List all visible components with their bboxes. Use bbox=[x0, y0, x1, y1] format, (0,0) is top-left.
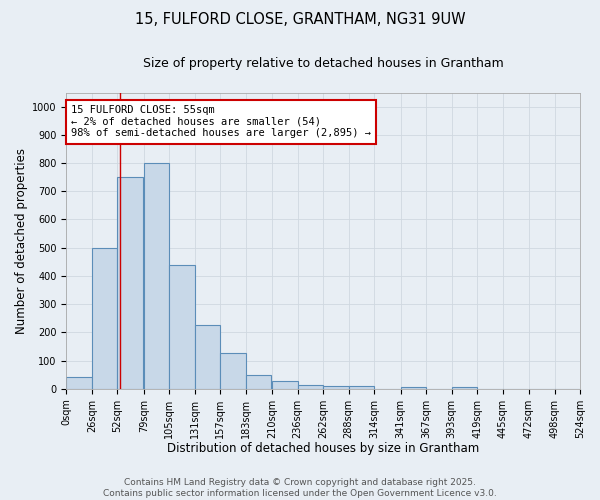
Text: Contains HM Land Registry data © Crown copyright and database right 2025.
Contai: Contains HM Land Registry data © Crown c… bbox=[103, 478, 497, 498]
Bar bbox=[298, 384, 323, 388]
X-axis label: Distribution of detached houses by size in Grantham: Distribution of detached houses by size … bbox=[167, 442, 479, 455]
Bar bbox=[67, 377, 92, 388]
Bar bbox=[323, 386, 349, 388]
Bar bbox=[452, 387, 477, 388]
Bar bbox=[272, 381, 298, 388]
Bar bbox=[92, 248, 118, 388]
Y-axis label: Number of detached properties: Number of detached properties bbox=[15, 148, 28, 334]
Title: Size of property relative to detached houses in Grantham: Size of property relative to detached ho… bbox=[143, 58, 503, 70]
Bar bbox=[401, 387, 426, 388]
Bar bbox=[144, 163, 169, 388]
Text: 15, FULFORD CLOSE, GRANTHAM, NG31 9UW: 15, FULFORD CLOSE, GRANTHAM, NG31 9UW bbox=[134, 12, 466, 28]
Bar bbox=[118, 177, 143, 388]
Bar bbox=[220, 352, 246, 388]
Bar bbox=[195, 326, 220, 388]
Bar bbox=[246, 374, 271, 388]
Bar bbox=[349, 386, 374, 388]
Bar bbox=[169, 265, 195, 388]
Text: 15 FULFORD CLOSE: 55sqm
← 2% of detached houses are smaller (54)
98% of semi-det: 15 FULFORD CLOSE: 55sqm ← 2% of detached… bbox=[71, 105, 371, 138]
